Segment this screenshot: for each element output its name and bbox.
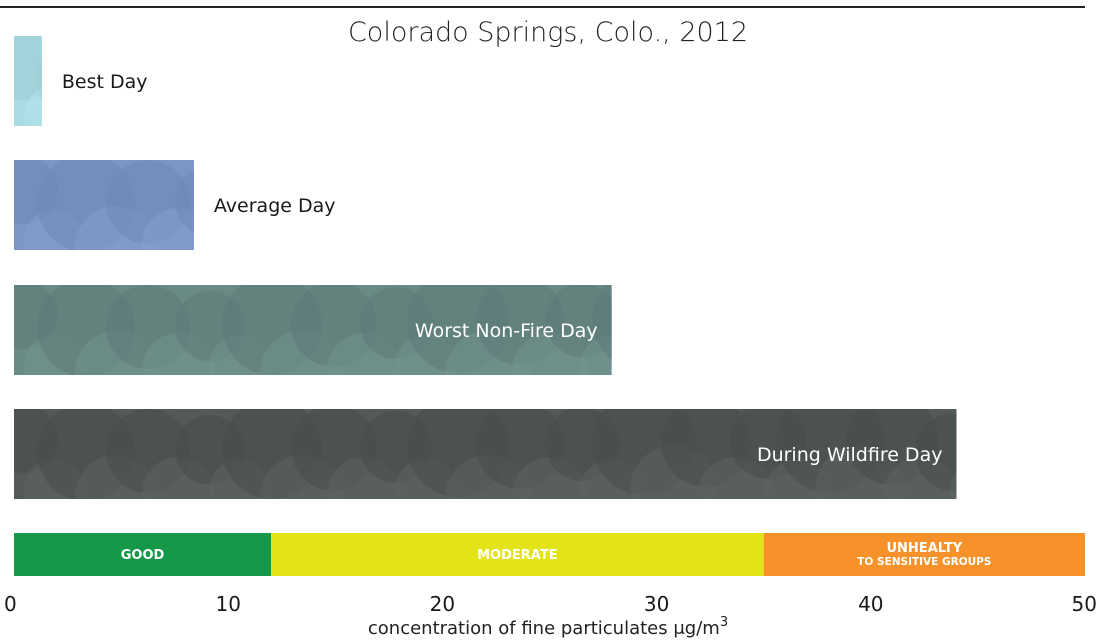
bars-group: Best Day Average Day Worst Non-Fire Day Dur… [14, 36, 957, 499]
chart-title: Colorado Springs, Colo., 2012 [348, 17, 748, 48]
band-good-label: GOOD [121, 548, 165, 563]
band-unhealty-label: UNHEALTY [887, 541, 963, 556]
band-good: GOOD [14, 533, 272, 576]
bar-worst-non-fire-day: Worst Non-Fire Day [14, 285, 612, 375]
band-moderate-rect [271, 533, 764, 576]
band-good-rect [14, 533, 272, 576]
x-axis-label-text: concentration of fine particulates μg/m [368, 618, 720, 639]
band-unhealty-sublabel: TO SENSITIVE GROUPS [857, 556, 991, 568]
bar-during-wildfire-day: During Wildfire Day [14, 409, 957, 499]
x-axis-ticks: 0 10 20 30 40 50 [4, 592, 1097, 616]
x-tick-label-40: 40 [858, 592, 883, 616]
x-tick-label-50: 50 [1072, 592, 1097, 616]
band-unhealty-rect [763, 533, 1085, 576]
bar-worst-non-fire-day-cloud-texture [14, 285, 612, 375]
bar-average-day-cloud-texture [14, 160, 194, 250]
bar-during-wildfire-day-cloud-texture [14, 409, 957, 499]
x-tick-label-0: 0 [4, 592, 17, 616]
x-axis-label-superscript: 3 [720, 615, 728, 630]
bar-worst-non-fire-day-label: Worst Non-Fire Day [415, 320, 598, 342]
x-tick-label-30: 30 [644, 592, 669, 616]
bar-best-day-label: Best Day [62, 71, 148, 93]
band-moderate-label: MODERATE [477, 548, 557, 563]
bar-during-wildfire-day-label: During Wildfire Day [757, 444, 943, 466]
band-moderate: MODERATE [271, 533, 764, 576]
bar-average-day-label: Average Day [214, 195, 336, 217]
x-tick-label-10: 10 [215, 592, 240, 616]
bar-average-day: Average Day [14, 160, 336, 250]
x-axis-label: concentration of fine particulates μg/m3 [368, 615, 728, 639]
x-tick-label-20: 20 [430, 592, 455, 616]
bar-best-day-cloud-texture [14, 36, 42, 126]
bar-best-day: Best Day [14, 36, 148, 126]
